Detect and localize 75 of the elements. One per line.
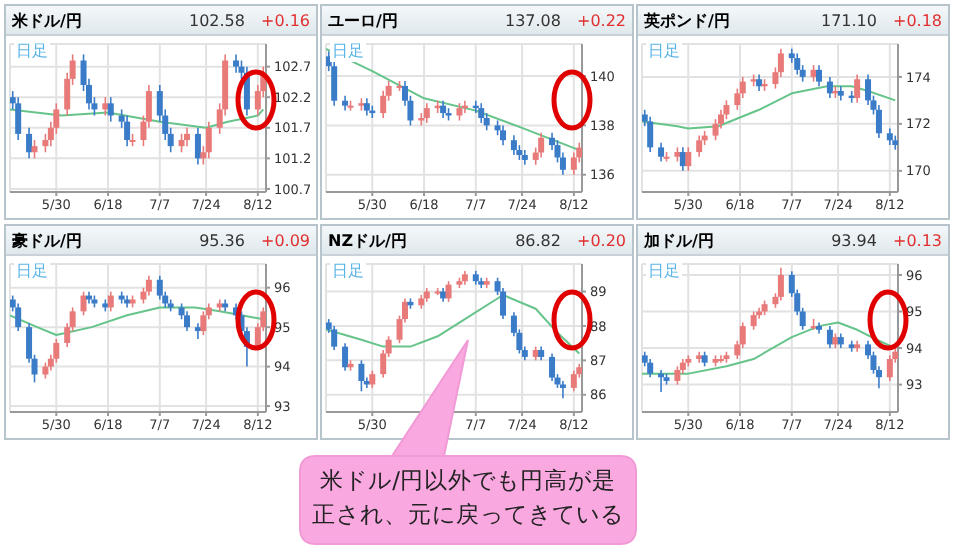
candlestick — [478, 102, 485, 124]
candlestick — [184, 126, 191, 147]
candlestick — [712, 118, 719, 142]
chart-title: 加ドル/円 — [644, 229, 716, 251]
chart-title: NZドル/円 — [328, 229, 409, 251]
candlestick — [184, 310, 191, 332]
candlestick — [331, 325, 338, 351]
text: 102.58 — [188, 11, 245, 29]
candlestick — [538, 132, 545, 159]
candlestick — [423, 102, 430, 124]
candlestick — [342, 342, 349, 372]
candlestick — [500, 124, 507, 146]
candlestick — [777, 266, 784, 302]
candlestick — [200, 310, 207, 336]
candlestick — [124, 114, 131, 147]
annotation: 日足 — [646, 262, 682, 282]
text: +0.22 — [576, 11, 626, 29]
candlestick — [794, 52, 801, 76]
candlestick — [674, 365, 681, 386]
candlestick — [358, 359, 365, 393]
line-series — [326, 293, 581, 355]
candlestick — [696, 134, 703, 158]
chart-title: ユーロ/円 — [328, 9, 400, 31]
candlestick — [145, 275, 152, 297]
candlestick — [205, 120, 212, 160]
chart-title: 英ポンド/円 — [644, 9, 732, 31]
text: +0.16 — [260, 11, 310, 29]
candlestick — [31, 139, 38, 160]
candlestick — [107, 290, 114, 313]
text: +0.18 — [892, 11, 942, 29]
candlestick — [647, 116, 654, 153]
candlestick — [510, 134, 517, 156]
candlestick — [886, 354, 893, 382]
candlestick — [26, 126, 33, 160]
annotation: 日足 — [14, 262, 50, 282]
candlestick — [750, 310, 757, 331]
candlestick — [178, 133, 185, 154]
candlestick — [107, 96, 114, 123]
annotation: 日足 — [330, 262, 366, 282]
annotation: 日足 — [330, 42, 366, 62]
candlestick — [15, 96, 22, 141]
text: +0.13 — [892, 231, 942, 249]
annotation: 日足 — [646, 42, 682, 62]
candlestick — [80, 290, 87, 317]
candlestick — [53, 338, 60, 364]
chart-title: 豪ドル/円 — [12, 229, 84, 251]
candlestick — [156, 275, 163, 301]
candlestick — [647, 358, 654, 379]
candlestick — [717, 354, 724, 364]
candlestick — [233, 53, 240, 74]
candlestick — [658, 141, 665, 163]
text: 86.82 — [515, 231, 561, 249]
text: +0.20 — [576, 231, 626, 249]
candlestick — [570, 369, 577, 393]
candlestick — [865, 73, 872, 106]
candlestick — [854, 73, 861, 104]
candlestick — [826, 76, 833, 99]
candlestick — [549, 352, 556, 382]
chart-title: 米ドル/円 — [12, 9, 84, 31]
candlestick — [570, 151, 577, 176]
text: 米ドル/円以外でも円高が是正され、元に戻ってきている — [312, 464, 624, 532]
text: +0.09 — [260, 231, 310, 249]
text: 137.08 — [504, 11, 561, 29]
candlestick — [15, 302, 22, 332]
candlestick — [559, 380, 566, 400]
candlestick — [816, 64, 823, 88]
text: 93.94 — [831, 231, 877, 249]
candlestick — [102, 96, 109, 117]
text: 95.36 — [199, 231, 245, 249]
candlestick — [194, 126, 201, 166]
candlestick — [875, 104, 882, 139]
text: 171.10 — [820, 11, 877, 29]
candlestick — [685, 146, 692, 172]
annotation: 日足 — [14, 42, 50, 62]
candlestick — [445, 280, 452, 303]
